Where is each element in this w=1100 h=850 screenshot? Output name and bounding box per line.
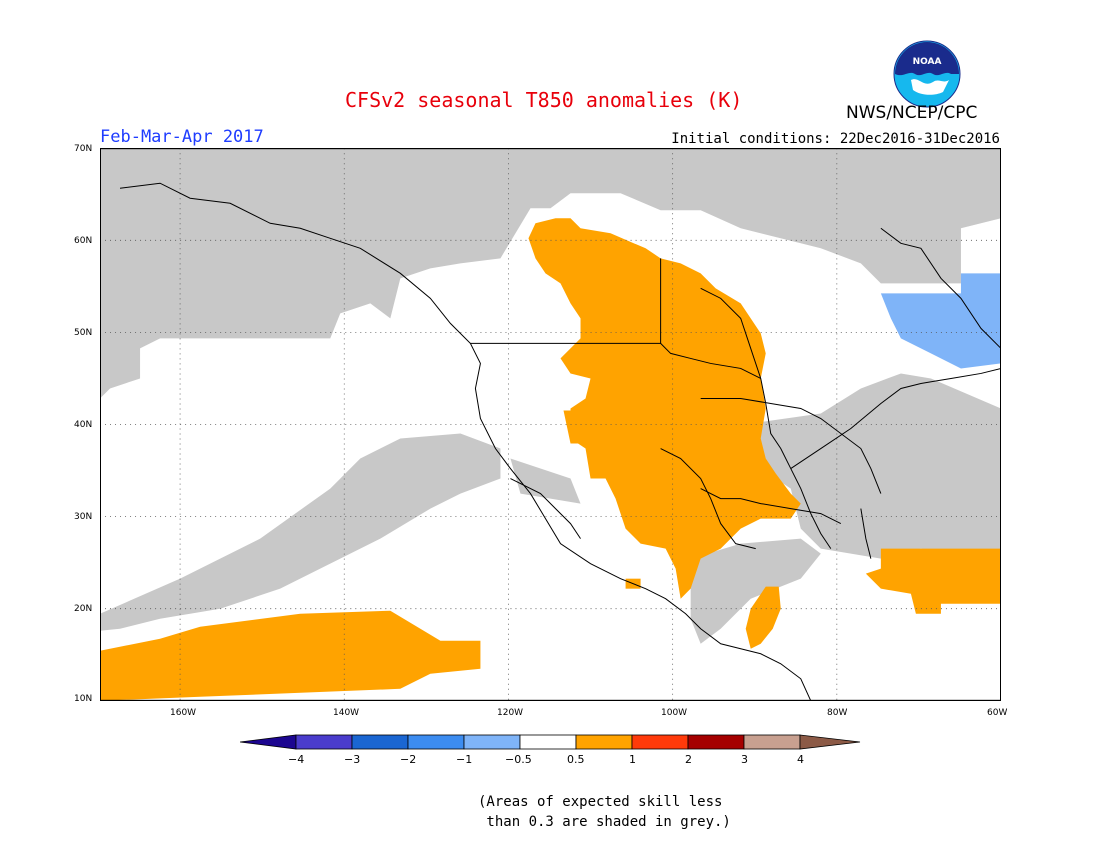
colorbar-label: −2 — [400, 753, 417, 766]
colorbar — [240, 734, 861, 750]
colorbar-label: 2 — [685, 753, 692, 766]
lat-label-70N: 70N — [74, 144, 93, 154]
season-label: Feb-Mar-Apr 2017 — [100, 127, 264, 147]
initial-conditions-label: Initial conditions: 22Dec2016-31Dec2016 — [671, 131, 1000, 147]
lat-label-20N: 20N — [74, 604, 93, 614]
lon-label-100W: 100W — [661, 708, 688, 718]
lon-label-160W: 160W — [170, 708, 197, 718]
noaa-logo: NOAA — [893, 40, 961, 108]
lat-label-50N: 50N — [74, 328, 93, 338]
colorbar-label: −3 — [344, 753, 361, 766]
coastlines — [119, 182, 1001, 701]
lat-label-10N: 10N — [74, 694, 93, 704]
positive-anomaly-regions — [100, 218, 1001, 701]
lon-label-80W: 80W — [827, 708, 848, 718]
colorbar-label: 0.5 — [567, 753, 585, 766]
lat-label-40N: 40N — [74, 420, 93, 430]
skill-note: (Areas of expected skill less than 0.3 a… — [478, 794, 731, 830]
colorbar-label: −1 — [456, 753, 473, 766]
colorbar-label: 1 — [629, 753, 636, 766]
lat-label-60N: 60N — [74, 236, 93, 246]
graticule — [100, 148, 1001, 701]
svg-text:NOAA: NOAA — [913, 57, 942, 67]
colorbar-label: −4 — [288, 753, 305, 766]
lon-label-60W: 60W — [987, 708, 1008, 718]
colorbar-label: 3 — [741, 753, 748, 766]
anomaly-map — [100, 148, 1001, 701]
lon-label-140W: 140W — [333, 708, 360, 718]
lat-label-30N: 30N — [74, 512, 93, 522]
colorbar-label: 4 — [797, 753, 804, 766]
negative-anomaly-regions — [880, 273, 1001, 369]
lon-label-120W: 120W — [497, 708, 524, 718]
colorbar-label: −0.5 — [505, 753, 532, 766]
organization-label: NWS/NCEP/CPC — [846, 103, 978, 123]
